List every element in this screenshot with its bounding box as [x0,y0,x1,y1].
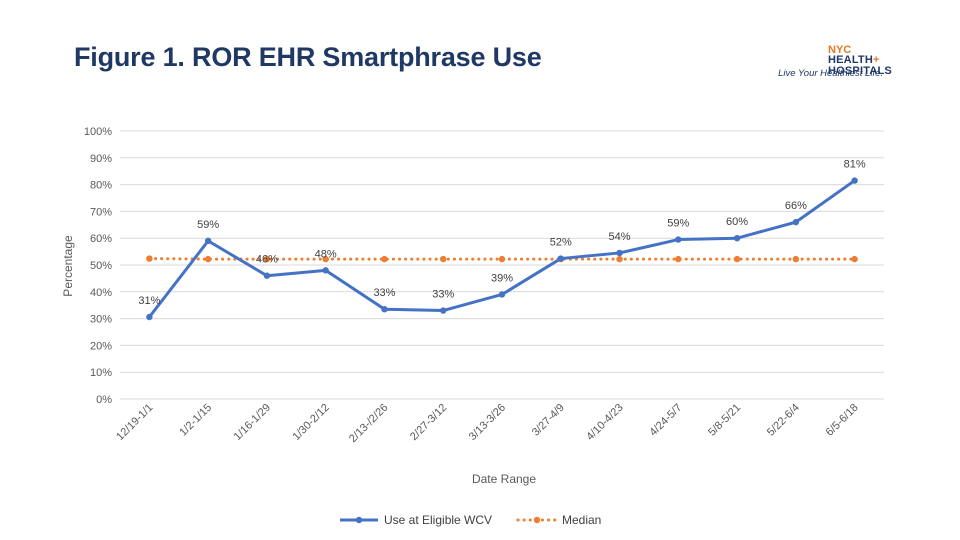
median-series [146,255,858,263]
data-label: 39% [491,272,513,284]
data-label: 31% [138,295,160,307]
logo-tagline: Live Your Healthiest Life. [778,68,883,79]
legend-label-use: Use at Eligible WCV [384,513,492,527]
x-tick-label: 6/5-6/18 [824,402,861,439]
y-tick-label: 90% [90,153,112,165]
slide-title: Figure 1. ROR EHR Smartphrase Use [74,42,542,72]
data-point [675,236,682,243]
y-tick-label: 50% [90,260,112,272]
data-point [498,255,506,263]
logo-nyc-text: NYC [828,44,852,56]
x-tick-label: 4/10-4/23 [584,402,625,443]
y-tick-label: 30% [90,314,112,326]
x-tick-label: 4/24-5/7 [647,402,684,439]
data-point [733,235,741,242]
x-tick-label: 1/30-2/12 [290,402,331,443]
chart-grid [120,130,884,400]
data-point [733,255,741,263]
x-tick-label: 2/27-3/12 [408,402,449,443]
data-label: 60% [726,216,748,228]
y-tick-label: 70% [90,206,112,218]
x-tick-label: 5/8-5/21 [706,402,743,439]
data-point [263,272,271,279]
logo-health-word: HEALTH [828,54,873,66]
data-point [322,267,329,274]
x-axis-ticks: 12/19-1/1 1/2-1/15 1/16-1/29 1/30-2/12 2/13-… [114,402,861,446]
y-tick-label: 0% [96,394,112,406]
y-tick-label: 10% [90,367,112,379]
data-labels: 31% 59% 46% 48% 33% 33% 39% 52% 54% 59% 60% 66% 81% [138,159,865,307]
data-point [616,255,623,263]
data-point [557,255,564,262]
data-point [498,291,506,298]
data-point [440,307,447,314]
y-axis-title: Percentage [61,235,75,297]
x-tick-label: 1/2-1/15 [177,402,214,439]
chart-legend: Use at Eligible WCV Median [340,513,601,527]
legend-marker-use [355,516,363,524]
data-point [381,306,388,313]
data-point [322,255,329,263]
x-tick-label: 2/13-/2/26 [347,402,391,446]
use-series [146,177,858,321]
data-label: 66% [785,200,807,212]
y-axis-ticks: 0% 10% 20% 30% 40% 50% 60% 70% 80% 90% 100% [84,126,112,406]
x-tick-label: 1/16-1/29 [232,402,273,443]
data-point [792,218,800,226]
data-point [616,249,623,257]
data-label: 54% [609,231,631,243]
x-tick-label: 5/22-6/4 [765,402,802,439]
x-axis-title: Date Range [472,472,536,486]
data-label: 59% [667,218,689,230]
data-label: 81% [844,159,866,171]
data-point [263,255,271,263]
logo-hospitals-text: HOSPITALS [828,65,892,77]
x-tick-label: 3/27-4/9 [530,402,567,439]
y-tick-label: 80% [90,180,112,192]
data-point [851,177,858,184]
nyc-health-hospitals-logo: NYC HEALTH+ HOSPITALS [700,40,900,84]
data-point [146,313,153,321]
y-tick-label: 40% [90,287,112,299]
data-label: 46% [256,254,278,266]
data-point [204,255,212,263]
logo-plus-sign: + [873,54,880,66]
data-label: 33% [373,287,395,299]
legend-label-median: Median [562,513,601,527]
x-tick-label: 3/13-3/26 [467,402,508,443]
logo-health-text: HEALTH+ [828,54,880,66]
data-label: 33% [432,289,454,301]
data-label: 52% [550,237,572,249]
data-label: 48% [315,248,337,260]
data-point [381,255,388,263]
data-point [146,255,153,262]
y-tick-label: 20% [90,340,112,352]
data-point [675,255,682,263]
data-label: 59% [197,219,219,231]
data-point [440,255,447,263]
data-point [851,255,858,263]
y-tick-label: 60% [90,233,112,245]
data-point [204,237,212,245]
y-tick-label: 100% [84,126,112,138]
data-point [792,255,800,263]
legend-marker-median [533,516,541,524]
x-tick-label: 12/19-1/1 [114,402,155,443]
